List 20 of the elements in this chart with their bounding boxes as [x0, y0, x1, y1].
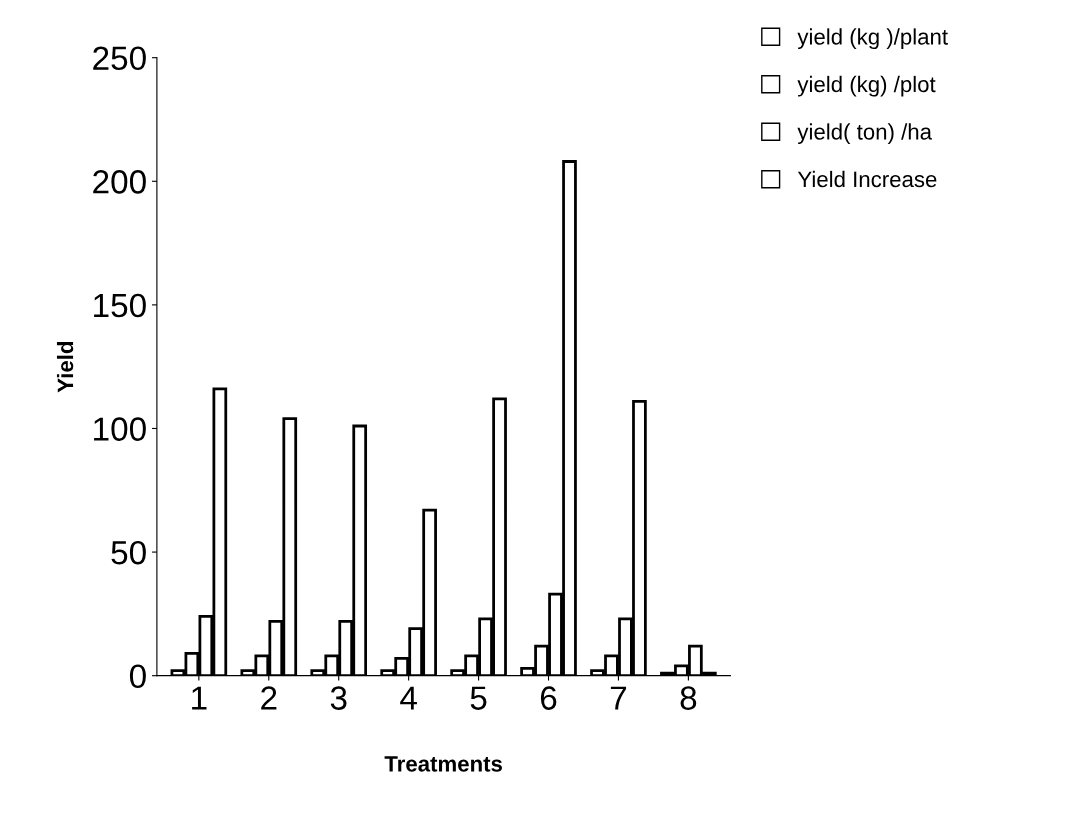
y-tick-label: 100 — [94, 417, 146, 441]
x-axis-title: Treatments — [384, 756, 502, 772]
x-tick-label: 5 — [470, 686, 487, 710]
x-tick-label: 1 — [192, 686, 207, 710]
legend-label: Yield Increase — [797, 170, 937, 188]
y-tick-label: 200 — [93, 170, 146, 194]
legend-label: yield (kg) /plot — [797, 75, 936, 97]
x-tick-label: 8 — [680, 686, 697, 710]
y-tick-label: 150 — [94, 293, 146, 318]
legend-label: yield (kg )/plant — [797, 28, 948, 50]
legend-label: yield( ton) /ha — [797, 123, 933, 145]
y-tick-label: 0 — [129, 664, 146, 689]
y-tick-label: 50 — [111, 540, 146, 565]
x-tick-label: 7 — [610, 686, 627, 710]
x-tick-label: 2 — [261, 686, 277, 710]
x-tick-label: 3 — [330, 686, 347, 710]
x-tick-label: 6 — [540, 686, 557, 710]
y-axis-title: Yield — [56, 342, 74, 393]
y-tick-label: 250 — [93, 46, 146, 71]
x-tick-label: 4 — [400, 686, 417, 710]
